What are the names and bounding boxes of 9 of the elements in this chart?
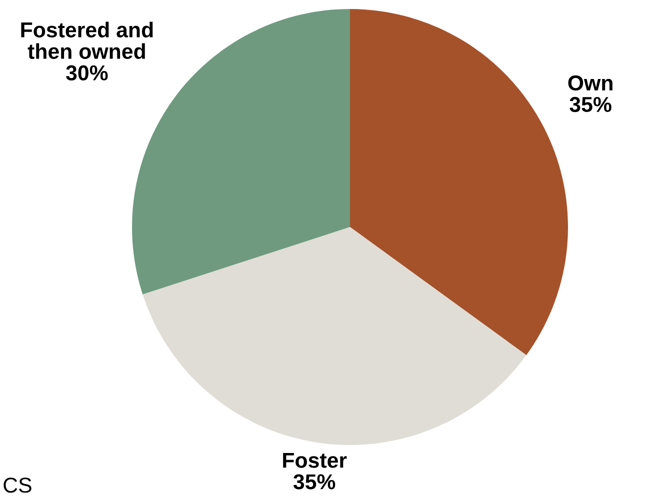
slice-label: Own [568,75,612,91]
data-label: 30% [66,65,108,80]
pie-slice [142,227,526,445]
slice-label: Foster [283,452,347,468]
text: CS [4,478,32,493]
data-label: 35% [293,474,336,490]
slice-label: Fostered and then owned [21,22,153,59]
pie-slice [350,9,568,356]
data-label: 35% [570,96,612,112]
